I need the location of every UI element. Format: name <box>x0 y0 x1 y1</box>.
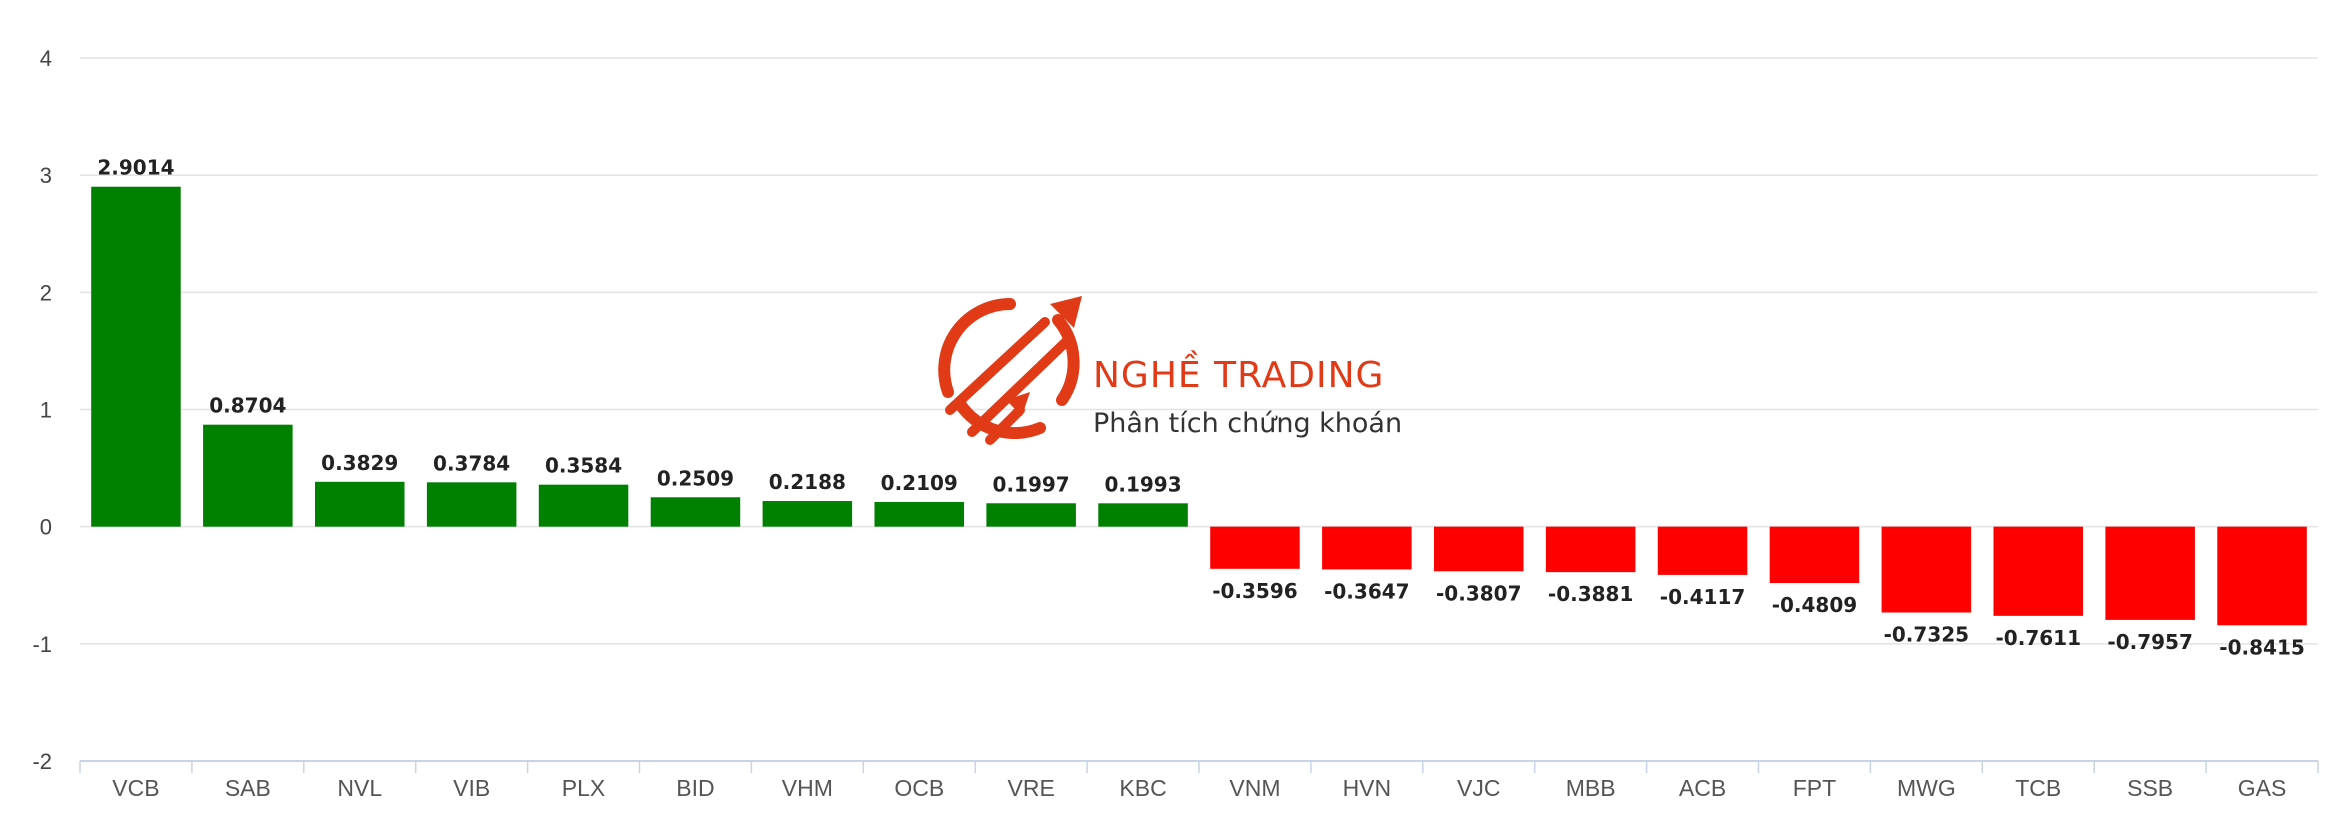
data-label: 0.3784 <box>433 451 510 475</box>
data-label: 0.3584 <box>545 454 622 478</box>
x-tick-label: BID <box>676 775 714 801</box>
data-label: -0.7611 <box>1996 626 2081 650</box>
x-tick-label: MBB <box>1566 775 1616 801</box>
y-tick-label: 1 <box>40 398 52 423</box>
x-tick-label: NVL <box>337 775 382 801</box>
x-tick-label: VRE <box>1008 775 1055 801</box>
bar-nvl <box>314 481 405 527</box>
x-tick-label: OCB <box>894 775 944 801</box>
data-label: 0.2109 <box>881 471 958 495</box>
bar-acb <box>1657 526 1748 575</box>
data-label: -0.3807 <box>1436 581 1521 605</box>
bars <box>91 186 2307 626</box>
watermark-brand: NGHỀ TRADING <box>1093 350 1384 396</box>
bar-mbb <box>1545 526 1636 573</box>
x-tick-label: MWG <box>1897 775 1956 801</box>
x-tick-label: KBC <box>1119 775 1166 801</box>
x-axis: VCB SAB NVL VIB PLX BID VHM OCB VRE KBC VNM HVN VJC M… <box>79 760 2319 801</box>
bar-plx <box>538 484 629 527</box>
x-tick-label: ACB <box>1679 775 1726 801</box>
y-tick-label: 0 <box>40 515 52 540</box>
data-label: 0.8704 <box>209 394 286 418</box>
x-tick-label: GAS <box>2238 775 2287 801</box>
y-tick-label: 3 <box>40 163 52 188</box>
bar-vib <box>426 482 517 527</box>
x-tick-label: FPT <box>1793 775 1836 801</box>
bar-bid <box>650 497 741 527</box>
y-axis-ticks: 4 3 2 1 0 -1 -2 <box>32 46 52 774</box>
x-tick-label: SAB <box>225 775 271 801</box>
x-tick-label: HVN <box>1343 775 1392 801</box>
bar-sab <box>203 424 293 527</box>
data-label: -0.3647 <box>1324 579 1409 603</box>
bar-hvn <box>1322 526 1412 570</box>
watermark-logo: NGHỀ TRADING Phân tích chứng khoán <box>938 296 1402 445</box>
bar-vcb <box>91 186 181 527</box>
data-label: 0.3829 <box>321 451 398 475</box>
data-label: -0.8415 <box>2219 635 2304 659</box>
watermark-tagline: Phân tích chứng khoán <box>1093 408 1402 439</box>
y-tick-label: -2 <box>32 749 52 774</box>
bar-ssb <box>2105 526 2195 620</box>
data-label: 0.2509 <box>657 466 734 490</box>
bar-mwg <box>1881 526 1972 613</box>
data-label: 0.2188 <box>769 470 846 494</box>
bar-vjc <box>1433 526 1524 572</box>
bar-tcb <box>1993 526 2084 616</box>
data-label: 2.9014 <box>97 156 174 180</box>
data-label: -0.3596 <box>1212 579 1297 603</box>
data-label: -0.7957 <box>2107 630 2192 654</box>
data-label: -0.7325 <box>1884 622 1969 646</box>
logo-icon <box>938 296 1082 445</box>
x-tick-label: VJC <box>1457 775 1500 801</box>
y-tick-label: 4 <box>40 46 52 71</box>
bar-gas <box>2217 526 2307 626</box>
y-tick-label: -1 <box>32 632 52 657</box>
x-tick-label: VCB <box>112 775 159 801</box>
y-tick-label: 2 <box>40 280 52 305</box>
x-tick-label: SSB <box>2127 775 2173 801</box>
x-tick-label: TCB <box>2015 775 2061 801</box>
bar-vre <box>986 503 1076 527</box>
bar-kbc <box>1098 503 1188 527</box>
bar-ocb <box>874 501 965 527</box>
data-label: -0.4809 <box>1772 593 1857 617</box>
x-tick-label: VNM <box>1229 775 1280 801</box>
data-label: 0.1993 <box>1104 472 1181 496</box>
bar-fpt <box>1769 526 1860 584</box>
bar-vnm <box>1210 526 1300 569</box>
bar-vhm <box>762 501 853 527</box>
x-tick-label: VIB <box>453 775 490 801</box>
data-label: 0.1997 <box>993 472 1070 496</box>
data-label: -0.4117 <box>1660 585 1745 609</box>
x-tick-label: PLX <box>562 775 605 801</box>
gridlines <box>80 57 2318 645</box>
x-tick-label: VHM <box>782 775 833 801</box>
data-labels: 2.9014 0.8704 0.3829 0.3784 0.3584 0.2509 0.21… <box>97 156 2304 660</box>
data-label: -0.3881 <box>1548 582 1633 606</box>
